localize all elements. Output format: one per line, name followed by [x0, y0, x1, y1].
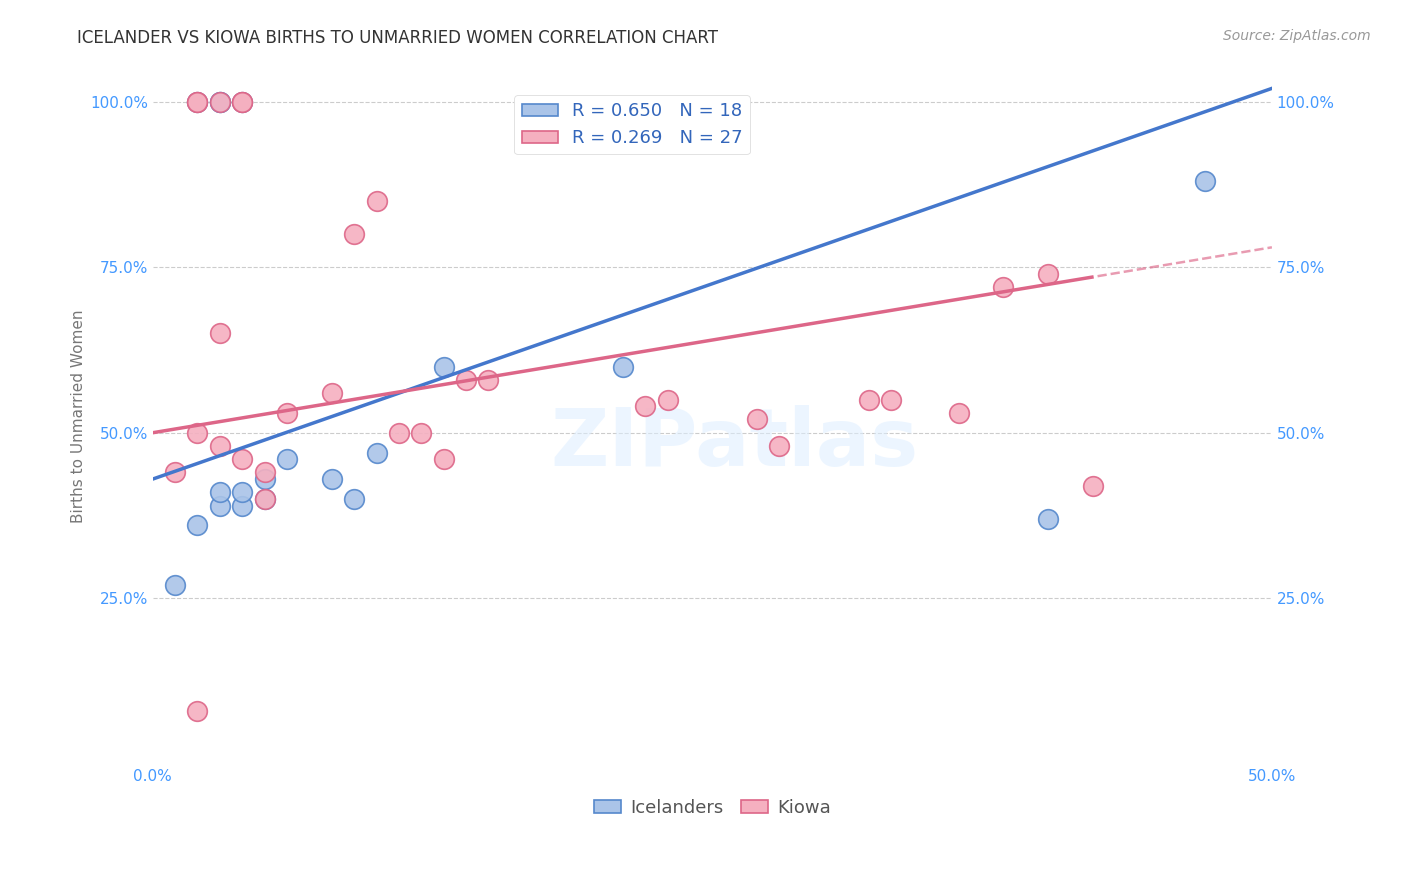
Point [477, 373, 499, 387]
Point [208, 485, 231, 500]
Point [186, 95, 208, 109]
Point [276, 452, 298, 467]
Point [231, 485, 253, 500]
Point [231, 95, 253, 109]
Text: ICELANDER VS KIOWA BIRTHS TO UNMARRIED WOMEN CORRELATION CHART: ICELANDER VS KIOWA BIRTHS TO UNMARRIED W… [77, 29, 718, 47]
Point [208, 95, 231, 109]
Point [1036, 267, 1059, 281]
Point [433, 359, 456, 374]
Point [321, 472, 343, 486]
Point [208, 439, 231, 453]
Point [165, 578, 187, 592]
Point [321, 386, 343, 401]
Point [165, 466, 187, 480]
Y-axis label: Births to Unmarried Women: Births to Unmarried Women [72, 310, 86, 523]
Point [993, 280, 1015, 294]
Point [366, 445, 388, 459]
Point [858, 392, 880, 407]
Point [231, 499, 253, 513]
Point [657, 392, 679, 407]
Point [768, 439, 790, 453]
Point [343, 491, 366, 506]
Point [366, 194, 388, 208]
Point [253, 472, 276, 486]
Point [208, 326, 231, 341]
Legend: Icelanders, Kiowa: Icelanders, Kiowa [586, 792, 838, 824]
Point [186, 425, 208, 440]
Point [948, 406, 970, 420]
Point [1036, 512, 1059, 526]
Point [253, 491, 276, 506]
Point [745, 412, 768, 426]
Text: Source: ZipAtlas.com: Source: ZipAtlas.com [1223, 29, 1371, 44]
Point [186, 518, 208, 533]
Point [253, 466, 276, 480]
Text: ZIPatlas: ZIPatlas [551, 405, 918, 483]
Point [388, 425, 411, 440]
Point [634, 399, 657, 413]
Point [231, 95, 253, 109]
Point [186, 704, 208, 718]
Point [276, 406, 298, 420]
Point [1194, 174, 1216, 188]
Point [208, 95, 231, 109]
Point [208, 499, 231, 513]
Point [186, 95, 208, 109]
Point [454, 373, 477, 387]
Point [1081, 479, 1104, 493]
Point [880, 392, 903, 407]
Point [231, 452, 253, 467]
Point [253, 491, 276, 506]
Point [208, 95, 231, 109]
Point [411, 425, 433, 440]
Point [343, 227, 366, 241]
Point [231, 95, 253, 109]
Point [433, 452, 456, 467]
Point [186, 95, 208, 109]
Point [612, 359, 634, 374]
